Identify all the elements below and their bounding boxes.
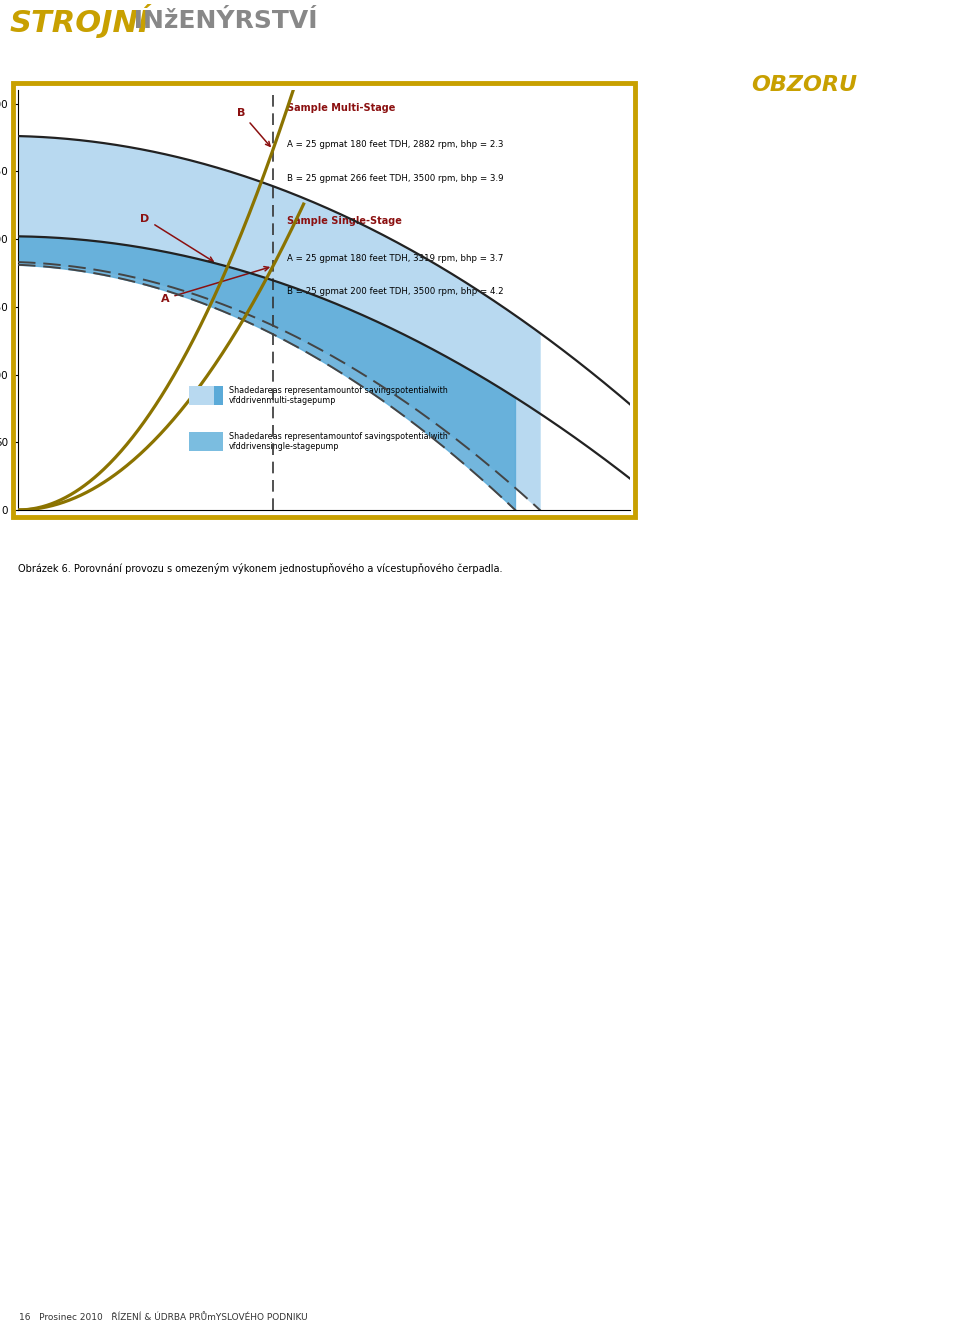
Text: Shadedareas representamountof savingspotentialwith
vfddrivenmulti-stagepump: Shadedareas representamountof savingspot… (229, 386, 448, 405)
Text: OBZORU: OBZORU (751, 74, 857, 96)
Bar (189, 386, 214, 405)
Text: B = 25 gpmat 266 feet TDH, 3500 rpm, bhp = 3.9: B = 25 gpmat 266 feet TDH, 3500 rpm, bhp… (287, 174, 504, 183)
Text: STROJNÍ: STROJNÍ (10, 4, 150, 39)
Text: +: + (207, 392, 214, 400)
Text: A = 25 gpmat 180 feet TDH, 2882 rpm, bhp = 2.3: A = 25 gpmat 180 feet TDH, 2882 rpm, bhp… (287, 141, 504, 150)
Text: D: D (140, 214, 213, 262)
Text: 16   Prosinec 2010   ŘÍZENÍ & ÚDRBA PRŮmYSLOVÉHO PODNIKU: 16 Prosinec 2010 ŘÍZENÍ & ÚDRBA PRŮmYSLO… (19, 1312, 308, 1321)
Text: A: A (160, 267, 269, 304)
Text: Shadedareas representamountof savingspotentialwith
vfddrivensingle-stagepump: Shadedareas representamountof savingspot… (229, 432, 448, 452)
Text: B = 25 gpmat 200 feet TDH, 3500 rpm, bhp = 4.2: B = 25 gpmat 200 feet TDH, 3500 rpm, bhp… (287, 287, 504, 296)
Text: A = 25 gpmat 180 feet TDH, 3319 rpm, bhp = 3.7: A = 25 gpmat 180 feet TDH, 3319 rpm, bhp… (287, 254, 504, 263)
Text: Sample Multi-Stage: Sample Multi-Stage (287, 102, 396, 113)
Text: Sample Single-Stage: Sample Single-Stage (287, 216, 402, 226)
Bar (189, 433, 223, 452)
Text: B: B (237, 108, 270, 146)
Text: INžENÝRSTVÍ: INžENÝRSTVÍ (125, 9, 318, 33)
Text: NA: NA (654, 74, 690, 96)
Text: Obrázek 6. Porovnání provozu s omezeným výkonem jednostupňového a vícestupňového: Obrázek 6. Porovnání provozu s omezeným … (18, 563, 502, 574)
Bar (214, 386, 223, 405)
